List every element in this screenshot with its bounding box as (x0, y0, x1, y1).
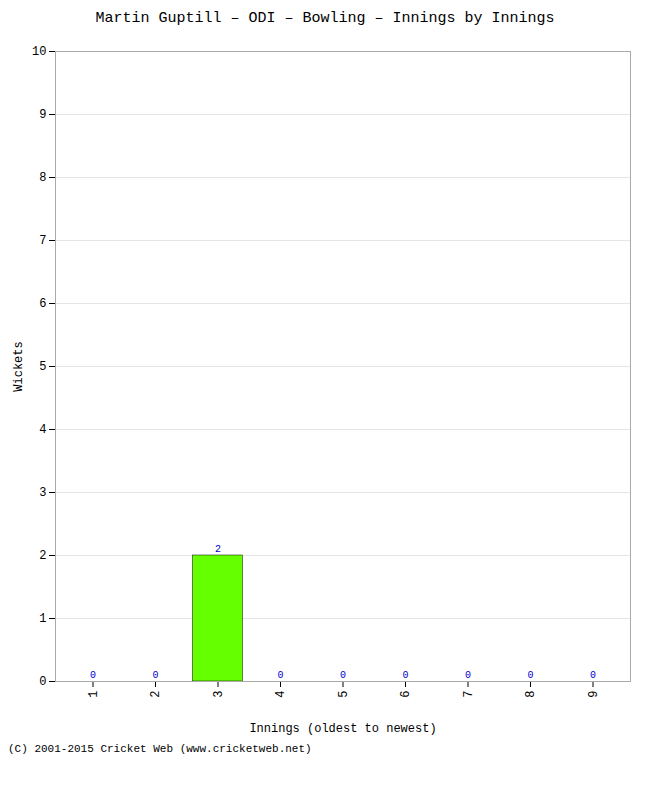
svg-text:0: 0 (277, 670, 283, 681)
svg-text:9: 9 (587, 691, 601, 698)
svg-text:2: 2 (215, 544, 221, 555)
svg-text:2: 2 (39, 549, 46, 563)
svg-text:1: 1 (87, 691, 101, 698)
svg-text:0: 0 (402, 670, 408, 681)
svg-text:7: 7 (39, 234, 46, 248)
svg-text:8: 8 (524, 691, 538, 698)
svg-text:5: 5 (337, 691, 351, 698)
svg-text:3: 3 (39, 486, 46, 500)
svg-text:0: 0 (39, 675, 46, 689)
svg-text:0: 0 (90, 670, 96, 681)
svg-text:0: 0 (152, 670, 158, 681)
svg-text:8: 8 (39, 171, 46, 185)
svg-text:5: 5 (39, 360, 46, 374)
html-text:Martin Guptill – ODI – Bowling: Martin Guptill – ODI – Bowling – Innings… (95, 10, 555, 27)
svg-text:7: 7 (462, 691, 476, 698)
svg-text:0: 0 (527, 670, 533, 681)
svg-text:1: 1 (39, 612, 46, 626)
svg-text:6: 6 (399, 691, 413, 698)
svg-text:10: 10 (32, 45, 46, 59)
svg-text:Wickets: Wickets (12, 341, 26, 391)
svg-text:2: 2 (149, 691, 163, 698)
svg-text:0: 0 (590, 670, 596, 681)
svg-text:9: 9 (39, 108, 46, 122)
svg-text:Innings (oldest to newest): Innings (oldest to newest) (249, 722, 436, 736)
svg-text:4: 4 (39, 423, 46, 437)
svg-text:3: 3 (212, 691, 226, 698)
svg-text:0: 0 (340, 670, 346, 681)
svg-text:0: 0 (465, 670, 471, 681)
svg-text:4: 4 (274, 691, 288, 698)
svg-text:6: 6 (39, 297, 46, 311)
html-text:(C) 2001-2015 Cricket Web (www: (C) 2001-2015 Cricket Web (www.cricketwe… (8, 743, 312, 755)
